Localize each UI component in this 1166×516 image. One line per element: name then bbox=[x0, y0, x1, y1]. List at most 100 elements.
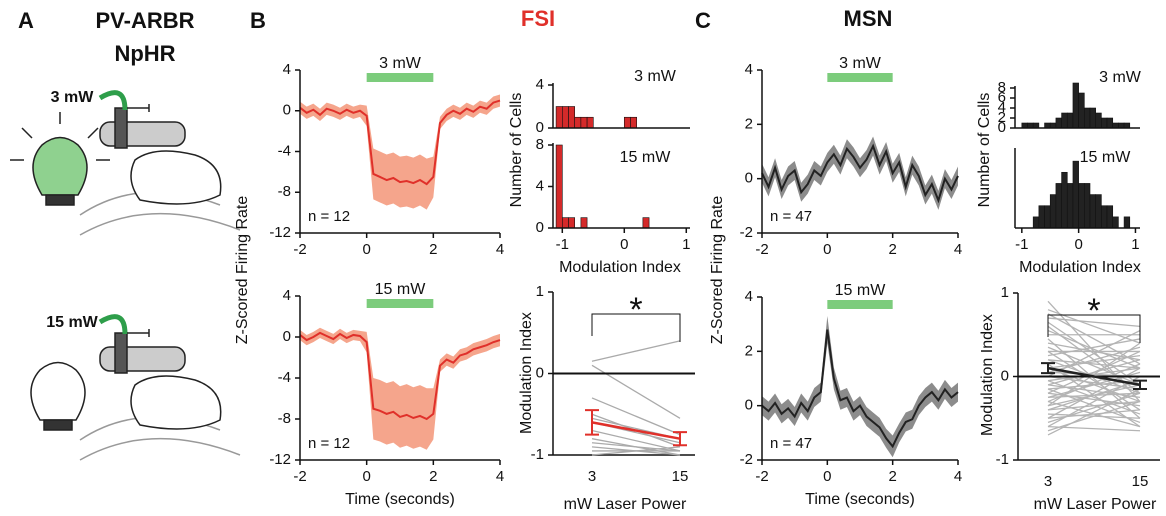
y-tick-label: -1 bbox=[996, 451, 1009, 468]
annotation: n = 12 bbox=[308, 435, 350, 452]
x-tick-label: 1 bbox=[1131, 236, 1139, 253]
y-tick-label: 1 bbox=[536, 283, 544, 300]
x-tick-label: -2 bbox=[293, 241, 306, 258]
cell-line bbox=[591, 429, 681, 452]
y-tick-label: 2 bbox=[998, 109, 1006, 126]
cell-line bbox=[1047, 338, 1141, 419]
bulb-off bbox=[30, 361, 86, 431]
chart-panel: 15 mW n = 12 -12 -8 -4 0 4 -2 0 2 4 Time (seconds) bbox=[269, 281, 504, 508]
y-tick-label: 0 bbox=[1001, 367, 1009, 384]
annotation: n = 47 bbox=[770, 208, 812, 225]
cell-line bbox=[1047, 409, 1141, 419]
power-label: 3 mW bbox=[51, 89, 95, 106]
y-axis-label: Number of Cells bbox=[976, 93, 993, 208]
y-tick-label: 0 bbox=[536, 119, 544, 136]
y-tick-label: 0 bbox=[283, 328, 291, 345]
error-bar bbox=[1133, 379, 1147, 391]
group-title: MSN bbox=[844, 6, 893, 31]
y-axis-label: Modulation Index bbox=[518, 312, 535, 434]
bar bbox=[1101, 205, 1108, 229]
y-tick-label: 0 bbox=[998, 119, 1006, 136]
bar bbox=[1123, 216, 1131, 229]
mouse-bottom bbox=[79, 314, 241, 461]
y-axis-label: Z-Scored Firing Rate bbox=[234, 196, 251, 345]
mean-line bbox=[299, 99, 501, 186]
x-tick-label: 2 bbox=[888, 241, 896, 258]
y-tick-label: 2 bbox=[745, 115, 753, 132]
x-tick-label: 4 bbox=[496, 468, 504, 485]
panel-a-illustration bbox=[10, 90, 241, 461]
bar bbox=[1061, 112, 1068, 129]
cell-line bbox=[1047, 321, 1141, 386]
stimulus-bar bbox=[827, 73, 893, 82]
x-tick-label: 2 bbox=[429, 468, 437, 485]
y-tick-label: 0 bbox=[745, 397, 753, 414]
y-tick-label: 2 bbox=[745, 342, 753, 359]
error-bar bbox=[1041, 362, 1055, 375]
bar bbox=[555, 106, 563, 129]
bar bbox=[1089, 194, 1096, 229]
cell-line bbox=[1047, 350, 1141, 394]
y-tick-label: 4 bbox=[536, 177, 544, 194]
annotation: 3 mW bbox=[634, 68, 677, 85]
bar bbox=[1106, 117, 1114, 129]
stimulus-label: 3 mW bbox=[379, 55, 422, 72]
panel-title: NpHR bbox=[114, 41, 175, 66]
stimulus-label: 15 mW bbox=[835, 282, 887, 299]
cell-line bbox=[591, 340, 681, 362]
bar bbox=[580, 116, 588, 129]
y-tick-label: 6 bbox=[998, 89, 1006, 106]
mean-line bbox=[591, 421, 681, 440]
cell-line bbox=[1047, 359, 1141, 369]
x-tick-label: 1 bbox=[682, 236, 690, 253]
bar bbox=[642, 217, 650, 229]
cell-line bbox=[1047, 346, 1141, 386]
bar bbox=[1112, 216, 1119, 229]
bar bbox=[1061, 171, 1068, 229]
annotation: 15 mW bbox=[620, 149, 672, 166]
bar bbox=[1066, 183, 1074, 229]
chart-panel: 3 15 * -1 0 1 Modulation Index mW Laser Power bbox=[979, 284, 1160, 513]
panel-letter: A bbox=[18, 8, 34, 33]
bar bbox=[1095, 194, 1102, 229]
x-tick-label: 3 bbox=[1044, 473, 1052, 490]
mean-line bbox=[1047, 366, 1141, 387]
bar bbox=[1106, 205, 1114, 229]
y-tick-label: -12 bbox=[269, 451, 291, 468]
x-tick-label: -2 bbox=[755, 241, 768, 258]
x-tick-label: 15 bbox=[1132, 473, 1149, 490]
y-axis-label: Number of Cells bbox=[508, 93, 525, 208]
significance-marker: * bbox=[629, 291, 642, 329]
cell-line bbox=[1047, 400, 1141, 411]
significance-bracket bbox=[591, 313, 681, 342]
mouse-top bbox=[79, 90, 241, 236]
x-tick-label: -1 bbox=[1015, 236, 1028, 253]
mean-line bbox=[299, 331, 501, 421]
x-axis-label: Modulation Index bbox=[559, 259, 681, 276]
mean-line bbox=[761, 143, 959, 204]
annotation: n = 47 bbox=[770, 435, 812, 452]
x-tick-label: 15 bbox=[672, 468, 689, 485]
mean-line bbox=[761, 329, 959, 449]
bar bbox=[555, 144, 563, 229]
chart-panel: 3 mW 0 4 Number of Cells bbox=[508, 68, 690, 207]
y-tick-label: 4 bbox=[283, 61, 291, 78]
y-tick-label: -12 bbox=[269, 224, 291, 241]
bar bbox=[1049, 194, 1057, 229]
x-tick-label: 3 bbox=[588, 468, 596, 485]
y-tick-label: 0 bbox=[283, 102, 291, 119]
y-tick-label: 0 bbox=[745, 170, 753, 187]
stimulus-label: 3 mW bbox=[839, 55, 882, 72]
y-tick-label: 8 bbox=[998, 79, 1006, 96]
y-tick-label: 0 bbox=[536, 219, 544, 236]
cell-line bbox=[1047, 317, 1141, 328]
bar bbox=[568, 106, 575, 129]
annotation: n = 12 bbox=[308, 208, 350, 225]
x-tick-label: 0 bbox=[823, 468, 831, 485]
bulb-on bbox=[10, 112, 110, 206]
y-tick-label: 4 bbox=[745, 288, 753, 305]
bar bbox=[1084, 107, 1091, 129]
